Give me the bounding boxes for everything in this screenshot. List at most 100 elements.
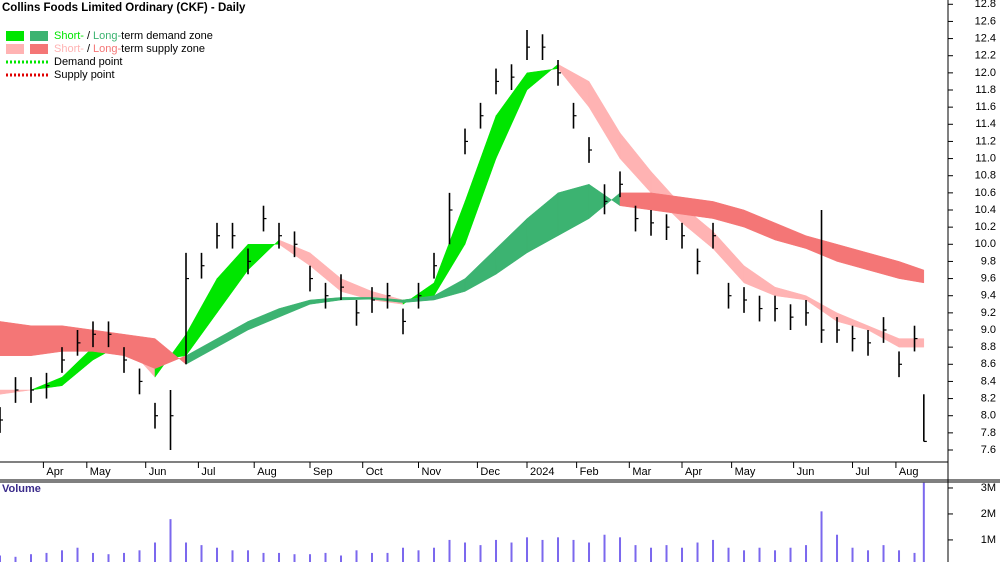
volume-bar xyxy=(588,542,591,562)
y-tick-label: 7.6 xyxy=(981,444,996,456)
volume-bar xyxy=(371,552,374,562)
x-tick-label: Jul xyxy=(856,466,870,478)
volume-bar xyxy=(603,534,606,562)
price-bars xyxy=(0,30,927,450)
volume-bar xyxy=(820,511,823,562)
supply-zone xyxy=(898,261,925,284)
y-tick-label: 12.0 xyxy=(975,67,996,79)
volume-bar xyxy=(14,556,17,562)
volume-bar xyxy=(169,519,172,562)
volume-bar xyxy=(154,542,157,562)
supply-zone xyxy=(0,321,32,356)
volume-bar xyxy=(402,547,405,562)
volume-bars xyxy=(0,482,925,562)
volume-bar xyxy=(417,550,420,562)
volume-bar xyxy=(0,555,1,562)
volume-bar xyxy=(216,547,219,562)
y-tick-label: 8.0 xyxy=(981,410,996,422)
y-tick-label: 10.2 xyxy=(975,221,996,233)
y-tick-label: 8.2 xyxy=(981,392,996,404)
x-tick-label: Sep xyxy=(313,466,333,478)
legend-swatch xyxy=(6,44,24,54)
volume-bar xyxy=(185,542,188,562)
volume-bar xyxy=(758,547,761,562)
volume-bar xyxy=(922,482,925,562)
x-tick-label: Jul xyxy=(201,466,215,478)
volume-bar xyxy=(107,554,110,562)
legend-part: term supply zone xyxy=(121,43,205,55)
volume-bar xyxy=(293,554,296,562)
volume-bar xyxy=(262,552,265,562)
y-tick-label: 9.4 xyxy=(981,290,996,302)
volume-tick-label: 3M xyxy=(981,482,996,494)
y-tick-label: 10.6 xyxy=(975,187,996,199)
volume-bar xyxy=(278,552,281,562)
y-tick-label: 9.0 xyxy=(981,324,996,336)
volume-bar xyxy=(650,547,653,562)
legend-part: Short- xyxy=(54,43,84,55)
volume-bar xyxy=(789,547,792,562)
volume-bar xyxy=(774,550,777,562)
y-tick-label: 9.2 xyxy=(981,307,996,319)
supply-zone xyxy=(898,338,925,348)
legend-part: / xyxy=(87,30,91,42)
y-tick-label: 8.6 xyxy=(981,358,996,370)
volume-bar xyxy=(45,552,48,562)
volume-bar xyxy=(634,545,637,562)
legend-part: Short- xyxy=(54,30,84,42)
volume-bar xyxy=(898,550,901,562)
volume-bar xyxy=(433,547,436,562)
y-tick-label: 12.4 xyxy=(975,32,996,44)
volume-bar xyxy=(867,550,870,562)
volume-bar xyxy=(479,545,482,562)
y-tick-label: 12.8 xyxy=(975,0,996,10)
y-tick-label: 9.8 xyxy=(981,255,996,267)
x-tick-label: Nov xyxy=(422,466,442,478)
volume-bar xyxy=(30,554,33,562)
y-tick-label: 11.0 xyxy=(975,152,996,164)
volume-bar xyxy=(619,537,622,562)
y-tick-label: 11.8 xyxy=(975,84,996,96)
volume-tick-label: 1M xyxy=(981,534,996,546)
x-tick-label: Jun xyxy=(797,466,815,478)
volume-bar xyxy=(355,550,358,562)
volume-bar xyxy=(309,554,312,562)
supply-zone xyxy=(30,325,63,357)
x-tick-label: May xyxy=(735,466,756,478)
volume-bar xyxy=(495,539,498,562)
volume-bar xyxy=(138,550,141,562)
y-tick-label: 11.6 xyxy=(975,101,996,113)
volume-bar xyxy=(340,555,343,562)
volume-bar xyxy=(247,550,250,562)
y-tick-label: 8.4 xyxy=(981,375,996,387)
volume-bar xyxy=(913,552,916,562)
volume-tick-label: 2M xyxy=(981,508,996,520)
volume-bar xyxy=(231,550,234,562)
legend-part: Long- xyxy=(93,30,121,42)
x-tick-label: 2024 xyxy=(530,466,554,478)
volume-bar xyxy=(805,545,808,562)
y-tick-label: 12.2 xyxy=(975,50,996,62)
volume-bar xyxy=(324,552,327,562)
volume-bar xyxy=(61,550,64,562)
x-tick-label: Aug xyxy=(257,466,277,478)
x-tick-label: Jun xyxy=(149,466,167,478)
volume-bar xyxy=(882,545,885,562)
zones xyxy=(0,63,925,395)
volume-bar xyxy=(541,539,544,562)
legend-swatch xyxy=(30,44,48,54)
x-tick-label: Aug xyxy=(899,466,919,478)
volume-bar xyxy=(386,552,389,562)
volume-bar xyxy=(836,534,839,562)
legend-part: term demand zone xyxy=(121,30,213,42)
legend-label: Short- / Long-term demand zone xyxy=(54,30,213,42)
y-tick-label: 10.4 xyxy=(975,204,996,216)
volume-bar xyxy=(123,552,126,562)
legend-label: Short- / Long-term supply zone xyxy=(54,43,205,55)
y-tick-label: 9.6 xyxy=(981,272,996,284)
legend-swatch xyxy=(6,31,24,41)
